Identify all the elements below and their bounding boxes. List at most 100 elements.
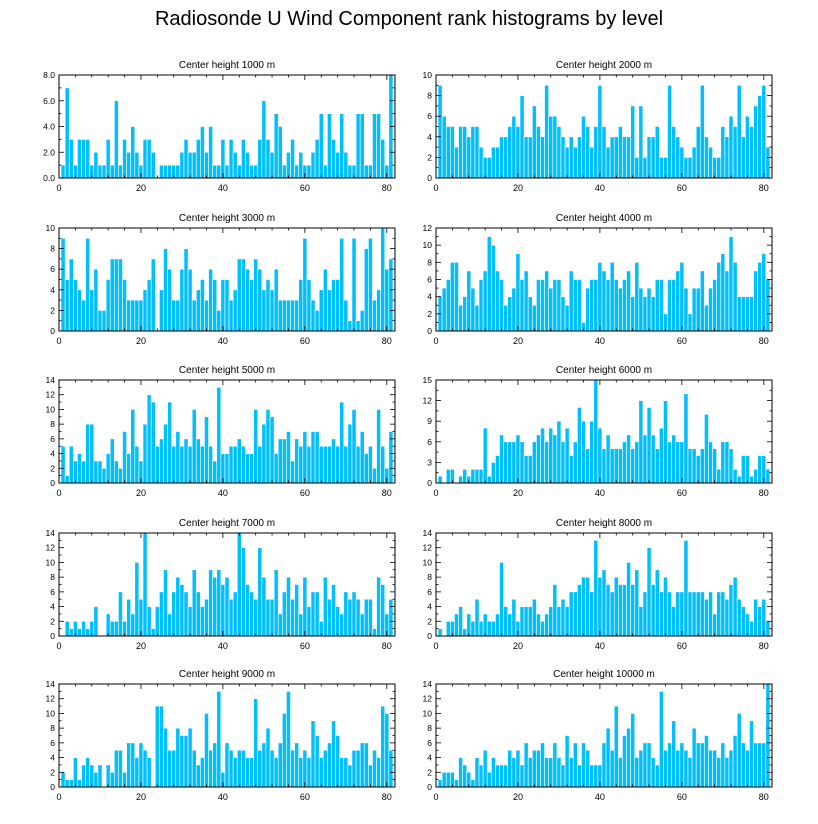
y-tick-label: 0 bbox=[427, 782, 432, 792]
y-tick-label: 10 bbox=[46, 404, 56, 414]
histogram-bar bbox=[322, 749, 328, 788]
histogram-bar bbox=[589, 764, 595, 788]
histogram-bar bbox=[126, 742, 132, 788]
histogram-bar bbox=[466, 270, 472, 332]
histogram-bar bbox=[515, 126, 521, 179]
histogram-bar bbox=[560, 764, 566, 788]
histogram-bar bbox=[577, 407, 582, 484]
histogram-bar bbox=[753, 105, 758, 179]
histogram-bar bbox=[638, 105, 644, 179]
histogram-bar bbox=[310, 591, 316, 637]
histogram-bar bbox=[630, 296, 636, 332]
histogram-bar bbox=[474, 126, 480, 179]
histogram-bar bbox=[548, 115, 554, 179]
x-tick-label: 0 bbox=[56, 488, 61, 498]
histogram-bar bbox=[232, 757, 238, 788]
histogram-bar bbox=[466, 613, 472, 637]
histogram-bar bbox=[474, 598, 480, 637]
histogram-bar bbox=[499, 764, 504, 788]
x-tick-label: 40 bbox=[218, 183, 228, 193]
histogram-bar bbox=[642, 591, 648, 637]
histogram-bar bbox=[687, 448, 693, 484]
histogram-bar bbox=[290, 749, 295, 788]
histogram-bar bbox=[699, 591, 705, 637]
histogram-bar bbox=[64, 779, 70, 788]
histogram-bar bbox=[204, 416, 209, 484]
histogram-bar bbox=[650, 136, 656, 179]
histogram-bar bbox=[556, 420, 562, 484]
histogram-bar bbox=[339, 757, 345, 788]
histogram-bar bbox=[495, 270, 500, 332]
y-tick-label: 12 bbox=[423, 694, 433, 704]
histogram-bar bbox=[101, 164, 107, 179]
x-tick-label: 40 bbox=[218, 792, 228, 802]
histogram-bar bbox=[220, 584, 226, 637]
histogram-bar bbox=[216, 569, 222, 637]
histogram-bar bbox=[351, 409, 357, 484]
histogram-bar bbox=[208, 126, 213, 179]
histogram-bar bbox=[171, 749, 177, 788]
histogram-bar bbox=[482, 613, 488, 637]
histogram-bar bbox=[654, 569, 660, 637]
histogram-bar bbox=[314, 310, 320, 332]
histogram-bar bbox=[224, 576, 230, 637]
y-tick-label: 3 bbox=[427, 457, 432, 467]
y-tick-label: 2 bbox=[427, 767, 432, 777]
histogram-bar bbox=[60, 445, 66, 484]
histogram-bar bbox=[163, 569, 168, 637]
histogram-bar bbox=[179, 445, 185, 484]
histogram-bar bbox=[458, 757, 463, 788]
histogram-bar bbox=[310, 720, 316, 788]
histogram-bar bbox=[126, 151, 132, 179]
histogram-bar bbox=[216, 387, 222, 484]
histogram-bar bbox=[445, 468, 451, 484]
histogram-bar bbox=[609, 749, 615, 788]
histogram-bar bbox=[68, 258, 74, 332]
histogram-bar bbox=[527, 757, 533, 788]
histogram-bar bbox=[618, 287, 623, 332]
histogram-bar bbox=[474, 468, 480, 484]
histogram-bar bbox=[294, 299, 300, 332]
y-tick-label: 6 bbox=[50, 434, 55, 444]
histogram-bar bbox=[556, 757, 562, 788]
histogram-bar bbox=[73, 460, 78, 484]
histogram-bar bbox=[77, 139, 82, 179]
histogram-bar bbox=[597, 85, 603, 179]
histogram-bar bbox=[310, 299, 316, 332]
histogram-bar bbox=[593, 126, 599, 179]
histogram-bar bbox=[716, 262, 722, 332]
histogram-bar bbox=[478, 764, 484, 788]
histogram-bar bbox=[302, 238, 308, 332]
histogram-bar bbox=[183, 591, 189, 637]
histogram-bar bbox=[544, 613, 549, 637]
histogram-bar bbox=[601, 126, 607, 179]
histogram-bar bbox=[187, 727, 193, 788]
histogram-bar bbox=[761, 85, 767, 179]
histogram-bar bbox=[314, 139, 320, 179]
histogram-bar bbox=[654, 126, 660, 179]
histogram-bar bbox=[540, 427, 545, 484]
histogram-bar bbox=[122, 431, 127, 484]
histogram-bar bbox=[626, 434, 631, 484]
histogram-bar bbox=[609, 591, 615, 637]
histogram-bar bbox=[200, 606, 205, 637]
histogram-bar bbox=[85, 757, 91, 788]
histogram-bar bbox=[646, 547, 652, 637]
histogram-bar bbox=[130, 409, 136, 484]
histogram-bar bbox=[556, 126, 562, 179]
histogram-bar bbox=[712, 448, 717, 484]
histogram-bar bbox=[142, 423, 148, 484]
y-tick-label: 0 bbox=[427, 326, 432, 336]
histogram-bar bbox=[208, 749, 213, 788]
y-tick-label: 8 bbox=[50, 419, 55, 429]
histogram-bar bbox=[560, 441, 566, 484]
histogram-bar bbox=[167, 268, 172, 332]
histogram-bar bbox=[503, 136, 509, 179]
histogram-bar bbox=[77, 779, 82, 788]
histogram-bar bbox=[163, 248, 168, 332]
histogram-bar bbox=[322, 445, 328, 484]
histogram-bar bbox=[675, 749, 681, 788]
histogram-bar bbox=[540, 620, 545, 637]
histogram-bar bbox=[564, 735, 570, 788]
x-tick-label: 60 bbox=[677, 488, 687, 498]
